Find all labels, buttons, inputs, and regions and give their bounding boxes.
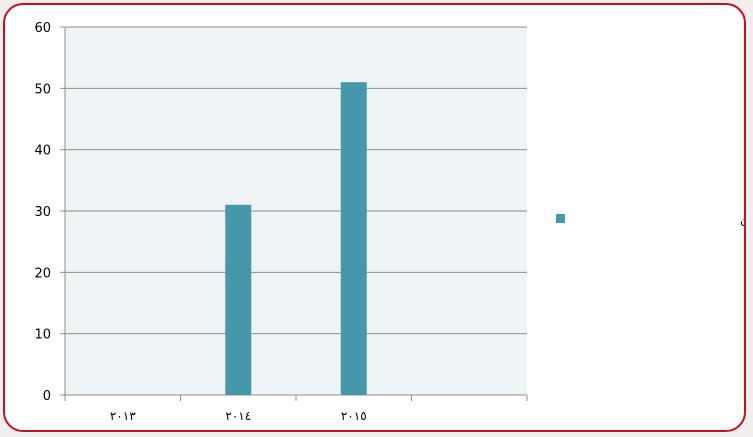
x-tick-label-2: ٢٠١٥ xyxy=(341,409,367,423)
y-tick-label-20: 20 xyxy=(34,266,51,281)
y-tick-label-0: 0 xyxy=(43,389,51,404)
bar-chart: 0 10 20 30 40 50 60 ٢٠١٣ ٢٠١٤ ٢٠١٥ عدد القروض المق… xyxy=(34,21,746,423)
chart-frame: 0 10 20 30 40 50 60 ٢٠١٣ ٢٠١٤ ٢٠١٥ عدد القروض المق… xyxy=(3,3,746,432)
y-tick-label-50: 50 xyxy=(34,82,51,97)
y-tick-label-60: 60 xyxy=(34,21,51,36)
legend-swatch xyxy=(556,214,565,223)
y-tick-label-10: 10 xyxy=(34,328,51,343)
x-tick-label-1: ٢٠١٤ xyxy=(225,409,251,423)
legend-label: عدد القروض المقدمة للعاطلين xyxy=(740,212,746,227)
bar-٢٠١٤[interactable] xyxy=(225,204,252,395)
y-tick-label-40: 40 xyxy=(34,144,51,159)
bar-٢٠١٥[interactable] xyxy=(340,82,367,395)
y-tick-label-30: 30 xyxy=(34,205,51,220)
x-tick-label-0: ٢٠١٣ xyxy=(110,409,136,423)
